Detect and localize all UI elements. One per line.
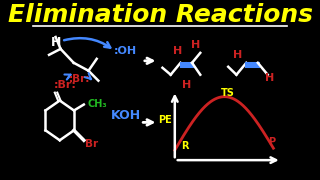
Text: H: H — [172, 46, 182, 56]
Text: R: R — [181, 141, 188, 151]
Text: H: H — [191, 40, 200, 50]
Text: :OH: :OH — [114, 46, 137, 56]
Text: PE: PE — [159, 115, 172, 125]
Text: :Br:: :Br: — [54, 80, 77, 90]
Text: H: H — [265, 73, 274, 83]
Text: KOH: KOH — [110, 109, 140, 122]
Text: H: H — [234, 50, 243, 60]
Text: TS: TS — [221, 88, 235, 98]
Text: H: H — [51, 36, 61, 50]
Text: P: P — [268, 137, 275, 147]
Text: Elimination Reactions: Elimination Reactions — [7, 3, 313, 27]
Text: H: H — [182, 80, 192, 90]
Text: Br: Br — [85, 139, 99, 149]
Text: :Br:: :Br: — [69, 74, 90, 84]
Text: CH₃: CH₃ — [87, 98, 107, 109]
